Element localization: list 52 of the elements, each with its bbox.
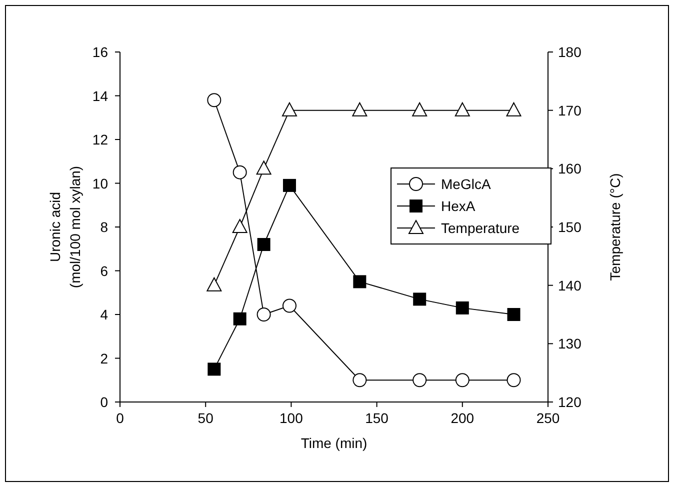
x-tick-label: 50 <box>198 410 214 426</box>
point <box>507 308 520 321</box>
y-tick-label: 10 <box>92 175 108 192</box>
point <box>506 373 521 388</box>
legend-label: MeGlcA <box>441 176 492 192</box>
y-tick-label: 12 <box>92 132 108 148</box>
point <box>506 102 522 116</box>
y-tick-label: 14 <box>92 88 108 104</box>
point <box>257 238 270 251</box>
x-tick-label: 150 <box>365 410 389 426</box>
point <box>207 93 222 108</box>
point <box>412 373 427 388</box>
y-tick-label: 0 <box>100 394 108 410</box>
y2-tick-label: 150 <box>558 219 582 235</box>
point <box>232 219 248 233</box>
point <box>282 178 296 192</box>
point <box>455 373 470 388</box>
y2-tick-label: 160 <box>558 160 582 177</box>
legend-label: HexA <box>441 198 476 214</box>
point <box>256 308 271 322</box>
point <box>352 373 367 388</box>
y2-tick-label: 140 <box>558 277 582 294</box>
y2-axis-title: Temperature (°C) <box>607 173 623 281</box>
point <box>206 277 222 292</box>
legend-label: Temperature <box>441 220 520 236</box>
point <box>256 160 272 175</box>
y-tick-label: 2 <box>100 350 108 366</box>
x-tick-label: 200 <box>450 410 474 426</box>
point <box>232 165 247 180</box>
y2-tick-label: 180 <box>558 44 582 60</box>
y2-tick-label: 170 <box>558 102 582 118</box>
y-tick-label: 8 <box>100 219 108 235</box>
point <box>208 362 221 376</box>
point <box>282 102 297 116</box>
point <box>454 102 470 116</box>
y-tick-label: 6 <box>100 262 108 279</box>
y-tick-label: 16 <box>92 44 108 60</box>
x-tick-label: 250 <box>536 410 560 426</box>
point <box>456 301 469 314</box>
x-tick-label: 0 <box>116 410 124 426</box>
y2-tick-label: 120 <box>558 394 582 410</box>
y-axis-title: Uronic acid (mol/100 mol xylan) <box>47 166 83 288</box>
point <box>282 298 296 313</box>
point <box>412 102 428 116</box>
point <box>233 312 246 326</box>
point <box>353 275 366 288</box>
y2-tick-label: 130 <box>558 336 582 352</box>
point <box>352 102 368 116</box>
y-tick-label: 4 <box>100 306 108 322</box>
x-tick-label: 100 <box>280 410 304 426</box>
point <box>413 292 426 306</box>
x-axis-title: Time (min) <box>300 435 368 451</box>
